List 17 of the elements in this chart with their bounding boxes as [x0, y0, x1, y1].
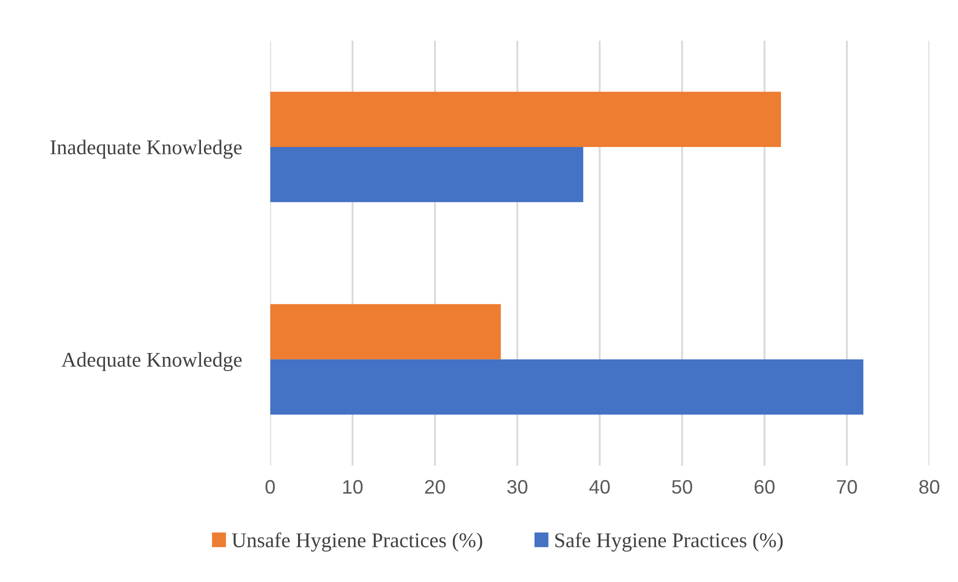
x-tick-label: 10 [343, 480, 363, 494]
legend-label: Unsafe Hygiene Practices (%) [232, 532, 482, 552]
legend-label: Safe Hygiene Practices (%) [555, 532, 783, 552]
x-tick-label: 30 [507, 480, 528, 494]
bar [270, 359, 864, 415]
x-tick-label: 60 [754, 480, 775, 494]
y-tick-label: Adequate Knowledge [62, 352, 242, 372]
x-tick-label: 80 [919, 480, 940, 494]
y-tick-label: Inadequate Knowledge [50, 140, 242, 159]
x-tick-label: 50 [672, 480, 692, 494]
x-tick-label: 70 [837, 480, 857, 494]
x-tick-label: 0 [266, 480, 275, 494]
bar [270, 304, 501, 360]
x-tick-label: 40 [589, 480, 610, 494]
bar [270, 92, 781, 147]
bar [270, 146, 584, 202]
x-tick-label: 20 [425, 480, 445, 494]
